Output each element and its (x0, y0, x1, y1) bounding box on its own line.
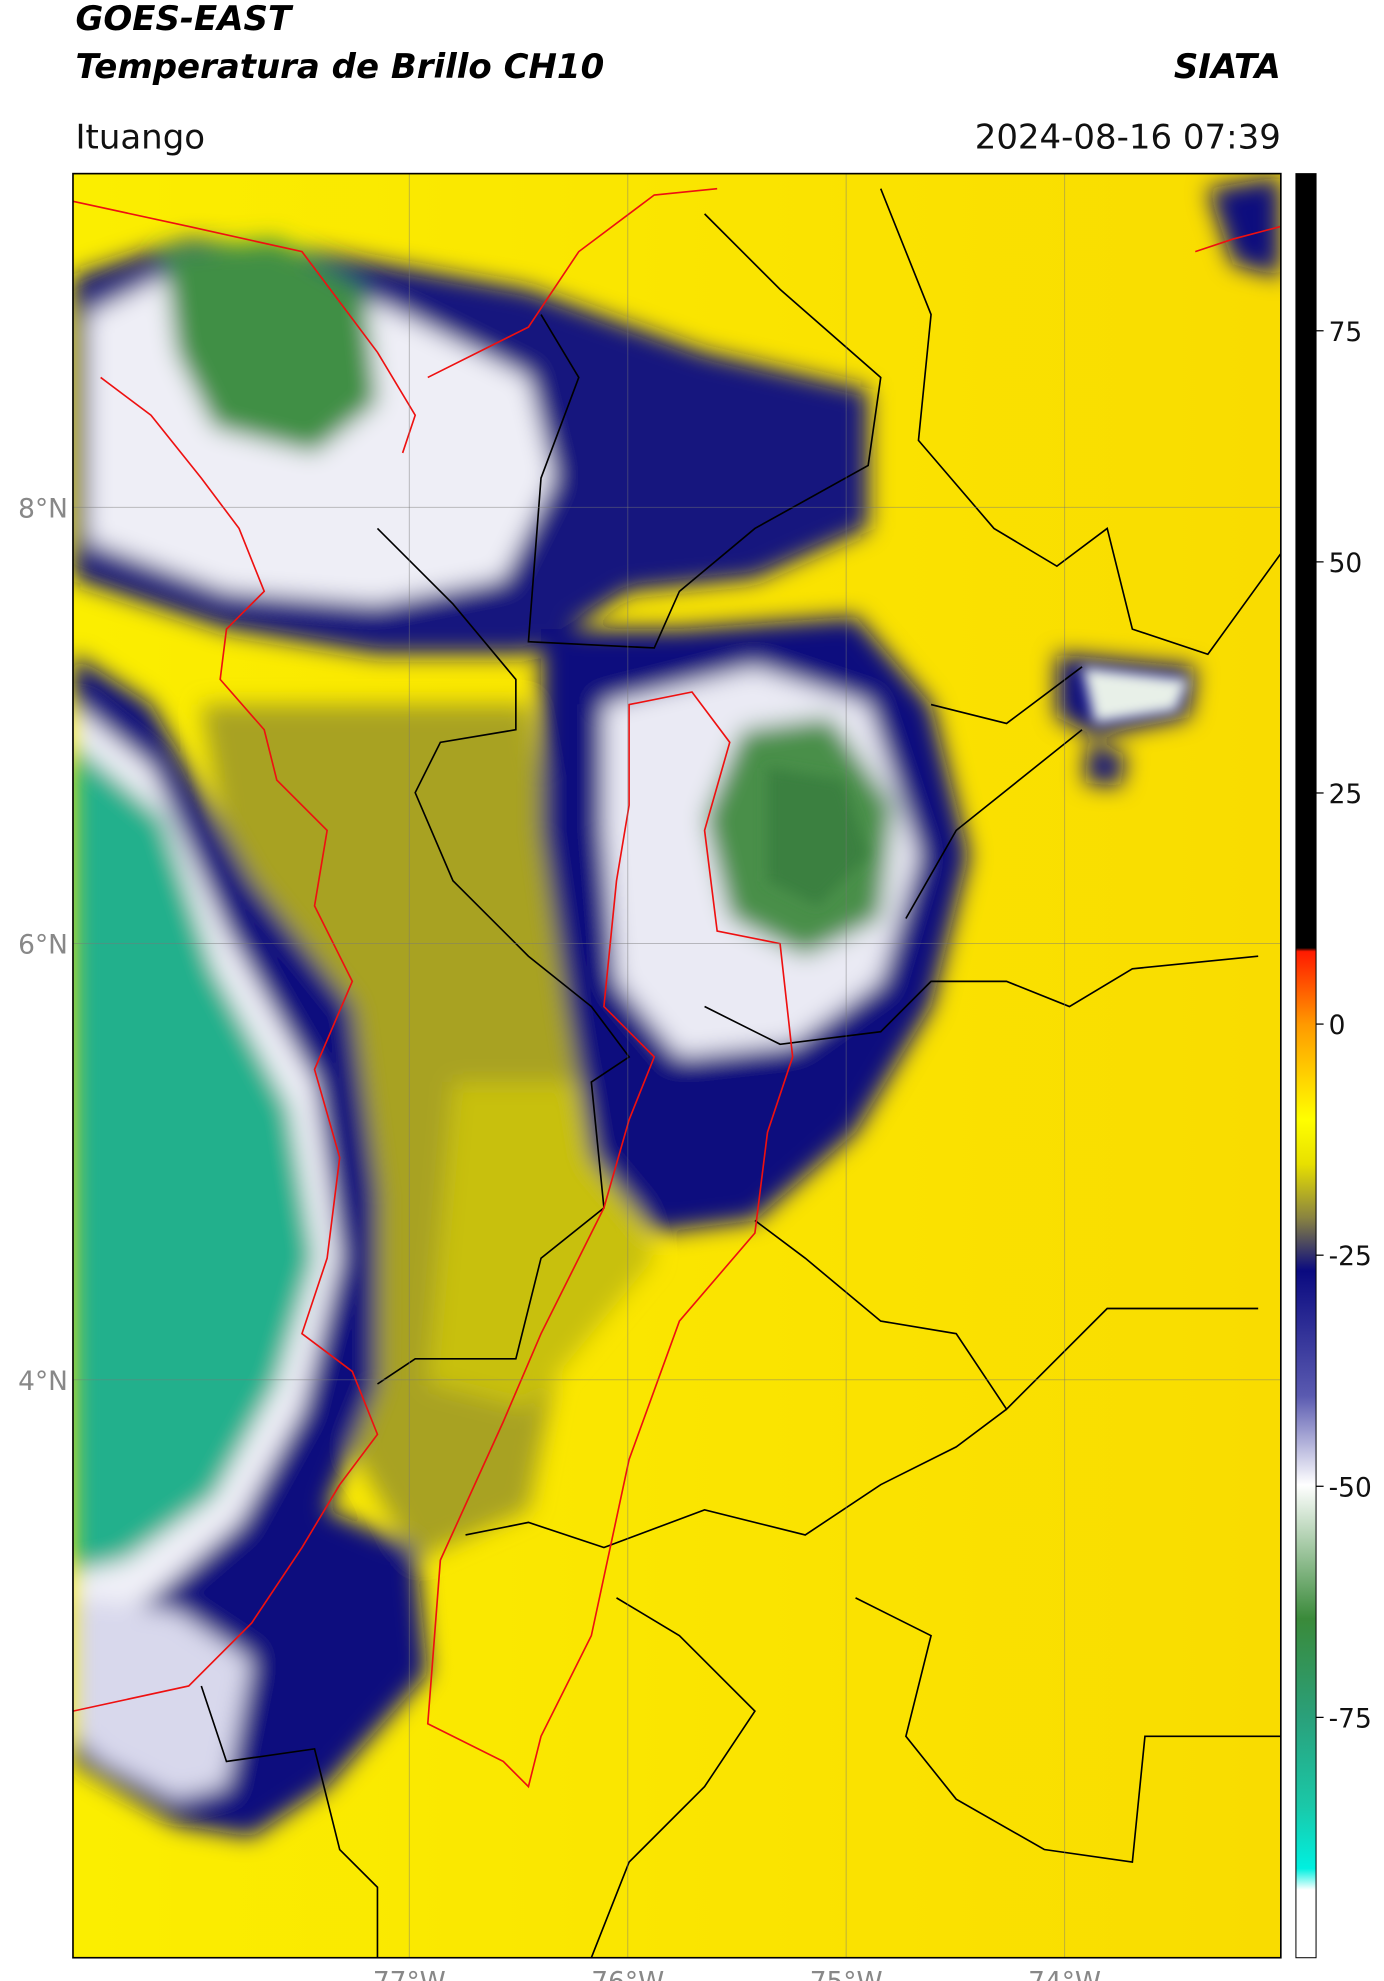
y-tick-label: 6°N (18, 930, 68, 961)
colorbar-tick-label: -75 (1329, 1703, 1372, 1734)
datetime: 2024-08-16 07:39 (975, 117, 1281, 157)
location: Ituango (75, 117, 205, 157)
colorbar-tick-label: -25 (1329, 1241, 1372, 1272)
source: SIATA (1174, 47, 1281, 87)
subtitle: Temperatura de Brillo CH10 (75, 47, 604, 87)
colorbar-tick-label: -50 (1329, 1472, 1372, 1503)
ticks: 77°W 76°W 75°W 74°W 8°N 6°N 4°N (18, 493, 1101, 1981)
x-tick-label: 77°W (373, 1966, 446, 1981)
colorbar-tick-label: 25 (1329, 779, 1363, 810)
x-tick-label: 74°W (1028, 1966, 1101, 1981)
map-frame (72, 172, 1282, 1959)
y-tick-label: 8°N (18, 493, 68, 524)
colorbar (1295, 173, 1317, 1959)
y-tick-label: 4°N (18, 1366, 68, 1397)
title: GOES-EAST (75, 0, 293, 39)
colorbar-tick-label: 50 (1329, 548, 1363, 579)
gridlines (72, 173, 1281, 1958)
colorbar-tick-label: 0 (1329, 1010, 1346, 1041)
colorbar-ticks: 75 50 25 0 -25 -50 -75 (1316, 317, 1372, 1734)
x-tick-label: 75°W (810, 1966, 883, 1981)
x-tick-label: 76°W (591, 1966, 664, 1981)
satellite-image (72, 173, 1281, 1958)
colorbar-tick-label: 75 (1329, 317, 1363, 348)
